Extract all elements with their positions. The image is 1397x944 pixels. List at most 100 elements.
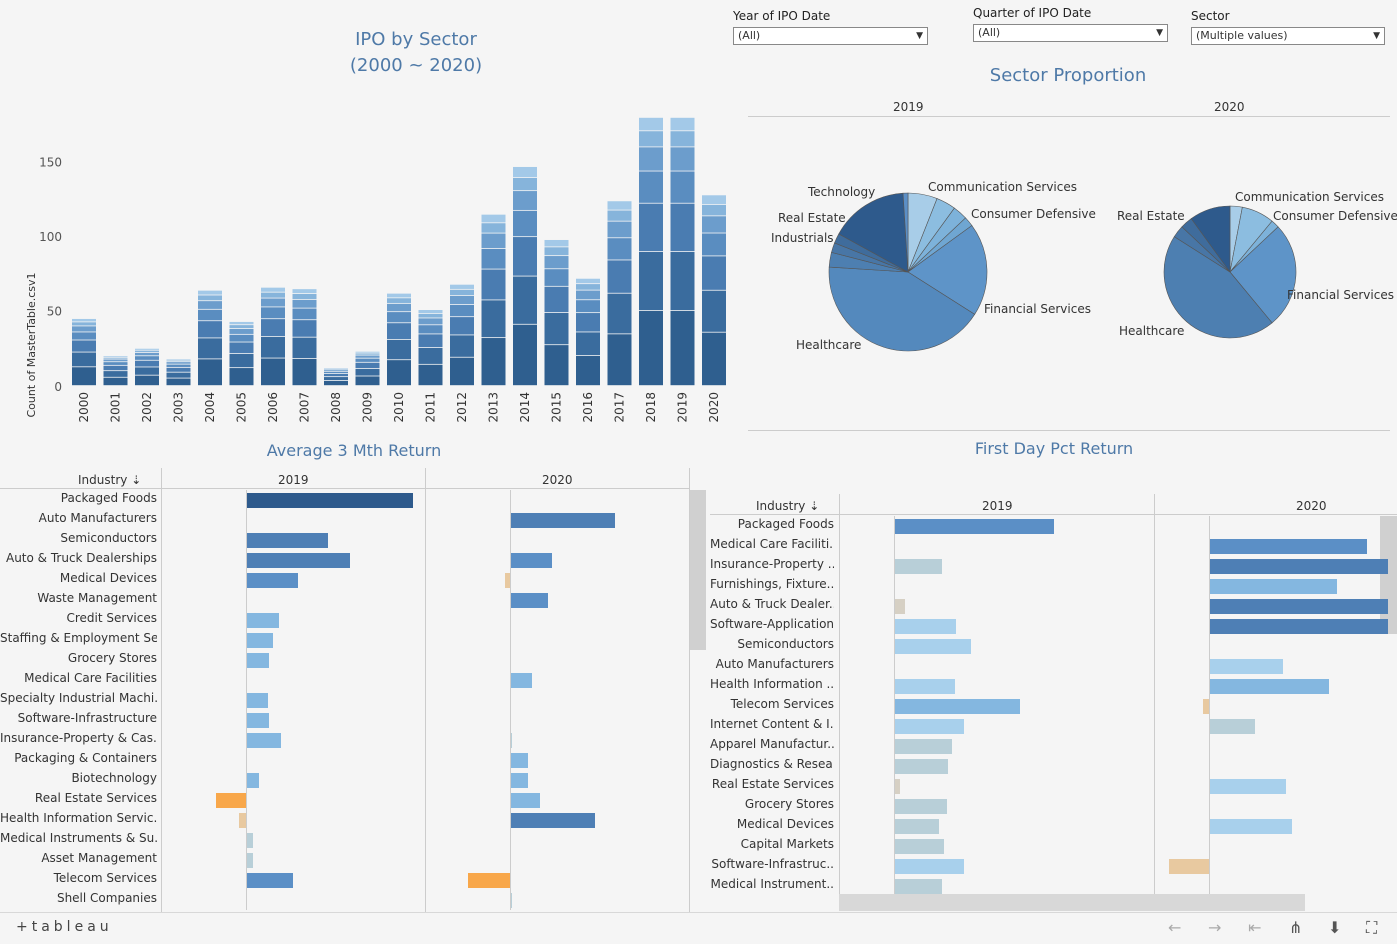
- download-icon[interactable]: ⬇: [1328, 918, 1342, 937]
- bar-segment[interactable]: [481, 214, 506, 223]
- bar-segment[interactable]: [670, 131, 695, 147]
- return-bar[interactable]: [246, 733, 282, 748]
- bar-segment[interactable]: [450, 357, 474, 386]
- bar-segment[interactable]: [103, 377, 128, 386]
- bar-segment[interactable]: [355, 355, 380, 358]
- bar-segment[interactable]: [198, 309, 222, 321]
- bar-segment[interactable]: [607, 221, 632, 238]
- bar-segment[interactable]: [450, 295, 474, 305]
- bar-segment[interactable]: [135, 367, 159, 375]
- bar-segment[interactable]: [418, 364, 443, 386]
- bar-segment[interactable]: [702, 290, 726, 332]
- bar-segment[interactable]: [576, 313, 600, 332]
- bar-segment[interactable]: [639, 147, 663, 171]
- return-bar[interactable]: [510, 733, 512, 748]
- bar-segment[interactable]: [198, 301, 222, 309]
- bar-segment[interactable]: [481, 223, 506, 233]
- bar-segment[interactable]: [450, 335, 474, 357]
- return-bar[interactable]: [246, 573, 298, 588]
- bar-segment[interactable]: [103, 359, 128, 362]
- bar-segment[interactable]: [292, 299, 317, 308]
- pie-slice[interactable]: [1163, 236, 1273, 339]
- bar-segment[interactable]: [198, 321, 222, 338]
- return-bar[interactable]: [894, 839, 944, 854]
- return-bar[interactable]: [510, 553, 552, 568]
- bar-segment[interactable]: [450, 304, 474, 317]
- bar-segment[interactable]: [639, 310, 663, 386]
- bar-segment[interactable]: [355, 351, 380, 353]
- return-bar[interactable]: [510, 673, 532, 688]
- bar-segment[interactable]: [450, 284, 474, 289]
- bar-segment[interactable]: [166, 367, 191, 372]
- bar-segment[interactable]: [229, 325, 254, 329]
- pie-slice[interactable]: [828, 266, 976, 352]
- bar-segment[interactable]: [292, 337, 317, 359]
- bar-segment[interactable]: [355, 376, 380, 386]
- bar-segment[interactable]: [103, 365, 128, 371]
- bar-segment[interactable]: [229, 334, 254, 342]
- filter-year-select[interactable]: (All) ▼: [733, 27, 928, 45]
- return-bar[interactable]: [510, 813, 596, 828]
- bar-segment[interactable]: [229, 342, 254, 354]
- bar-segment[interactable]: [72, 318, 96, 322]
- return-bar[interactable]: [246, 493, 413, 508]
- bar-segment[interactable]: [166, 360, 191, 362]
- return-bar[interactable]: [510, 893, 512, 908]
- return-bar[interactable]: [1209, 619, 1389, 634]
- bar-segment[interactable]: [670, 171, 695, 203]
- bar-segment[interactable]: [72, 332, 96, 340]
- bar-segment[interactable]: [481, 269, 506, 300]
- return-bar[interactable]: [510, 773, 529, 788]
- bar-segment[interactable]: [481, 338, 506, 386]
- undo-icon[interactable]: ←: [1168, 918, 1182, 937]
- bar-segment[interactable]: [229, 328, 254, 334]
- pie-slice[interactable]: [902, 192, 909, 273]
- bar-segment[interactable]: [607, 238, 632, 260]
- share-icon[interactable]: ⋔: [1289, 918, 1303, 937]
- pie-slice[interactable]: [907, 225, 988, 315]
- bar-segment[interactable]: [72, 352, 96, 367]
- filter-quarter-select[interactable]: (All) ▼: [973, 24, 1168, 42]
- bar-segment[interactable]: [166, 378, 191, 386]
- bar-segment[interactable]: [702, 195, 726, 205]
- sort-icon[interactable]: ⇣: [809, 499, 820, 513]
- bar-segment[interactable]: [513, 191, 537, 210]
- sort-icon[interactable]: ⇣: [131, 473, 142, 487]
- bar-segment[interactable]: [576, 278, 600, 284]
- bar-segment[interactable]: [261, 358, 285, 386]
- scrollbar-thumb[interactable]: [690, 490, 706, 650]
- bar-segment[interactable]: [355, 358, 380, 362]
- return-bar[interactable]: [246, 613, 280, 628]
- bar-segment[interactable]: [261, 319, 285, 337]
- return-bar[interactable]: [246, 653, 270, 668]
- return-bar[interactable]: [239, 813, 246, 828]
- bar-segment[interactable]: [576, 290, 600, 300]
- bar-segment[interactable]: [513, 210, 537, 237]
- bar-segment[interactable]: [544, 247, 569, 256]
- bar-segment[interactable]: [355, 362, 380, 369]
- return-bar[interactable]: [1209, 659, 1283, 674]
- fullscreen-icon[interactable]: ⛶: [1366, 918, 1378, 937]
- return-bar[interactable]: [1169, 859, 1209, 874]
- return-bar[interactable]: [1209, 559, 1389, 574]
- bar-segment[interactable]: [387, 360, 411, 386]
- bar-segment[interactable]: [450, 317, 474, 335]
- return-bar[interactable]: [1209, 679, 1329, 694]
- bar-segment[interactable]: [103, 356, 128, 357]
- bar-segment[interactable]: [135, 350, 159, 353]
- bar-segment[interactable]: [324, 380, 348, 386]
- return-bar[interactable]: [894, 799, 947, 814]
- pie-slice[interactable]: [838, 192, 909, 273]
- return-bar[interactable]: [894, 619, 957, 634]
- return-bar[interactable]: [246, 533, 328, 548]
- bar-segment[interactable]: [198, 290, 222, 295]
- return-bar[interactable]: [894, 519, 1054, 534]
- bar-segment[interactable]: [135, 348, 159, 350]
- bar-segment[interactable]: [324, 377, 348, 381]
- bar-segment[interactable]: [103, 357, 128, 359]
- bar-segment[interactable]: [72, 322, 96, 326]
- bar-segment[interactable]: [166, 372, 191, 378]
- return-bar[interactable]: [1209, 579, 1337, 594]
- return-bar[interactable]: [894, 879, 942, 894]
- bar-segment[interactable]: [229, 368, 254, 386]
